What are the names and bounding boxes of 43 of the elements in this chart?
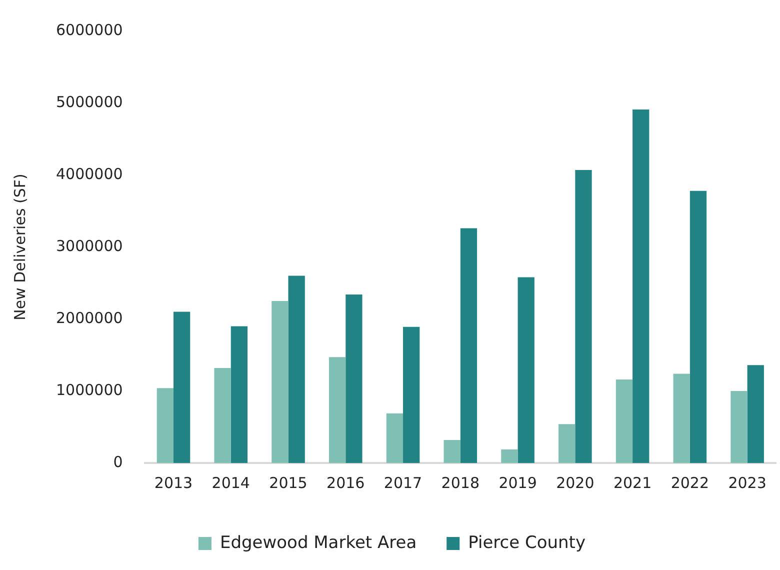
- x-tick-label: 2017: [384, 474, 422, 492]
- bar: [346, 294, 362, 463]
- bar: [403, 326, 420, 463]
- bar: [214, 368, 231, 463]
- bar: [575, 170, 592, 463]
- x-tick-label: 2019: [498, 474, 537, 492]
- x-tick-label: 2013: [154, 474, 193, 492]
- bar: [673, 374, 690, 463]
- bar: [386, 413, 404, 463]
- bar: [288, 276, 305, 463]
- bar: [501, 449, 518, 463]
- bar: [272, 301, 288, 463]
- y-tick-label: 4000000: [56, 164, 123, 183]
- bar: [444, 440, 460, 463]
- x-tick-label: 2023: [728, 474, 766, 492]
- y-tick-label: 2000000: [56, 308, 123, 327]
- legend-label: Pierce County: [468, 532, 586, 553]
- bar: [558, 424, 576, 463]
- bar: [156, 388, 174, 463]
- bar: [690, 190, 707, 463]
- bar: [173, 312, 190, 463]
- bar: [518, 277, 534, 463]
- x-tick-label: 2014: [212, 474, 250, 492]
- y-tick-label: 0: [113, 452, 123, 471]
- x-tick-label: 2015: [269, 474, 308, 492]
- x-tick-label: 2016: [326, 474, 365, 492]
- y-axis-title: New Deliveries (SF): [10, 174, 29, 320]
- legend-label: Edgewood Market Area: [220, 532, 417, 553]
- x-tick-label: 2021: [613, 474, 652, 492]
- x-tick-label: 2020: [556, 474, 594, 492]
- bar: [230, 326, 248, 463]
- y-tick-label: 1000000: [56, 380, 123, 399]
- x-tick-label: 2022: [670, 474, 710, 492]
- y-tick-label: 5000000: [56, 92, 123, 111]
- bar: [329, 357, 346, 463]
- bar: [730, 391, 748, 463]
- x-tick-label: 2018: [441, 474, 480, 492]
- y-tick-label: 6000000: [56, 20, 123, 39]
- y-tick-label: 3000000: [56, 236, 123, 255]
- bar: [460, 228, 478, 463]
- bar: [616, 379, 633, 463]
- bar: [632, 109, 650, 463]
- bar: [747, 365, 764, 463]
